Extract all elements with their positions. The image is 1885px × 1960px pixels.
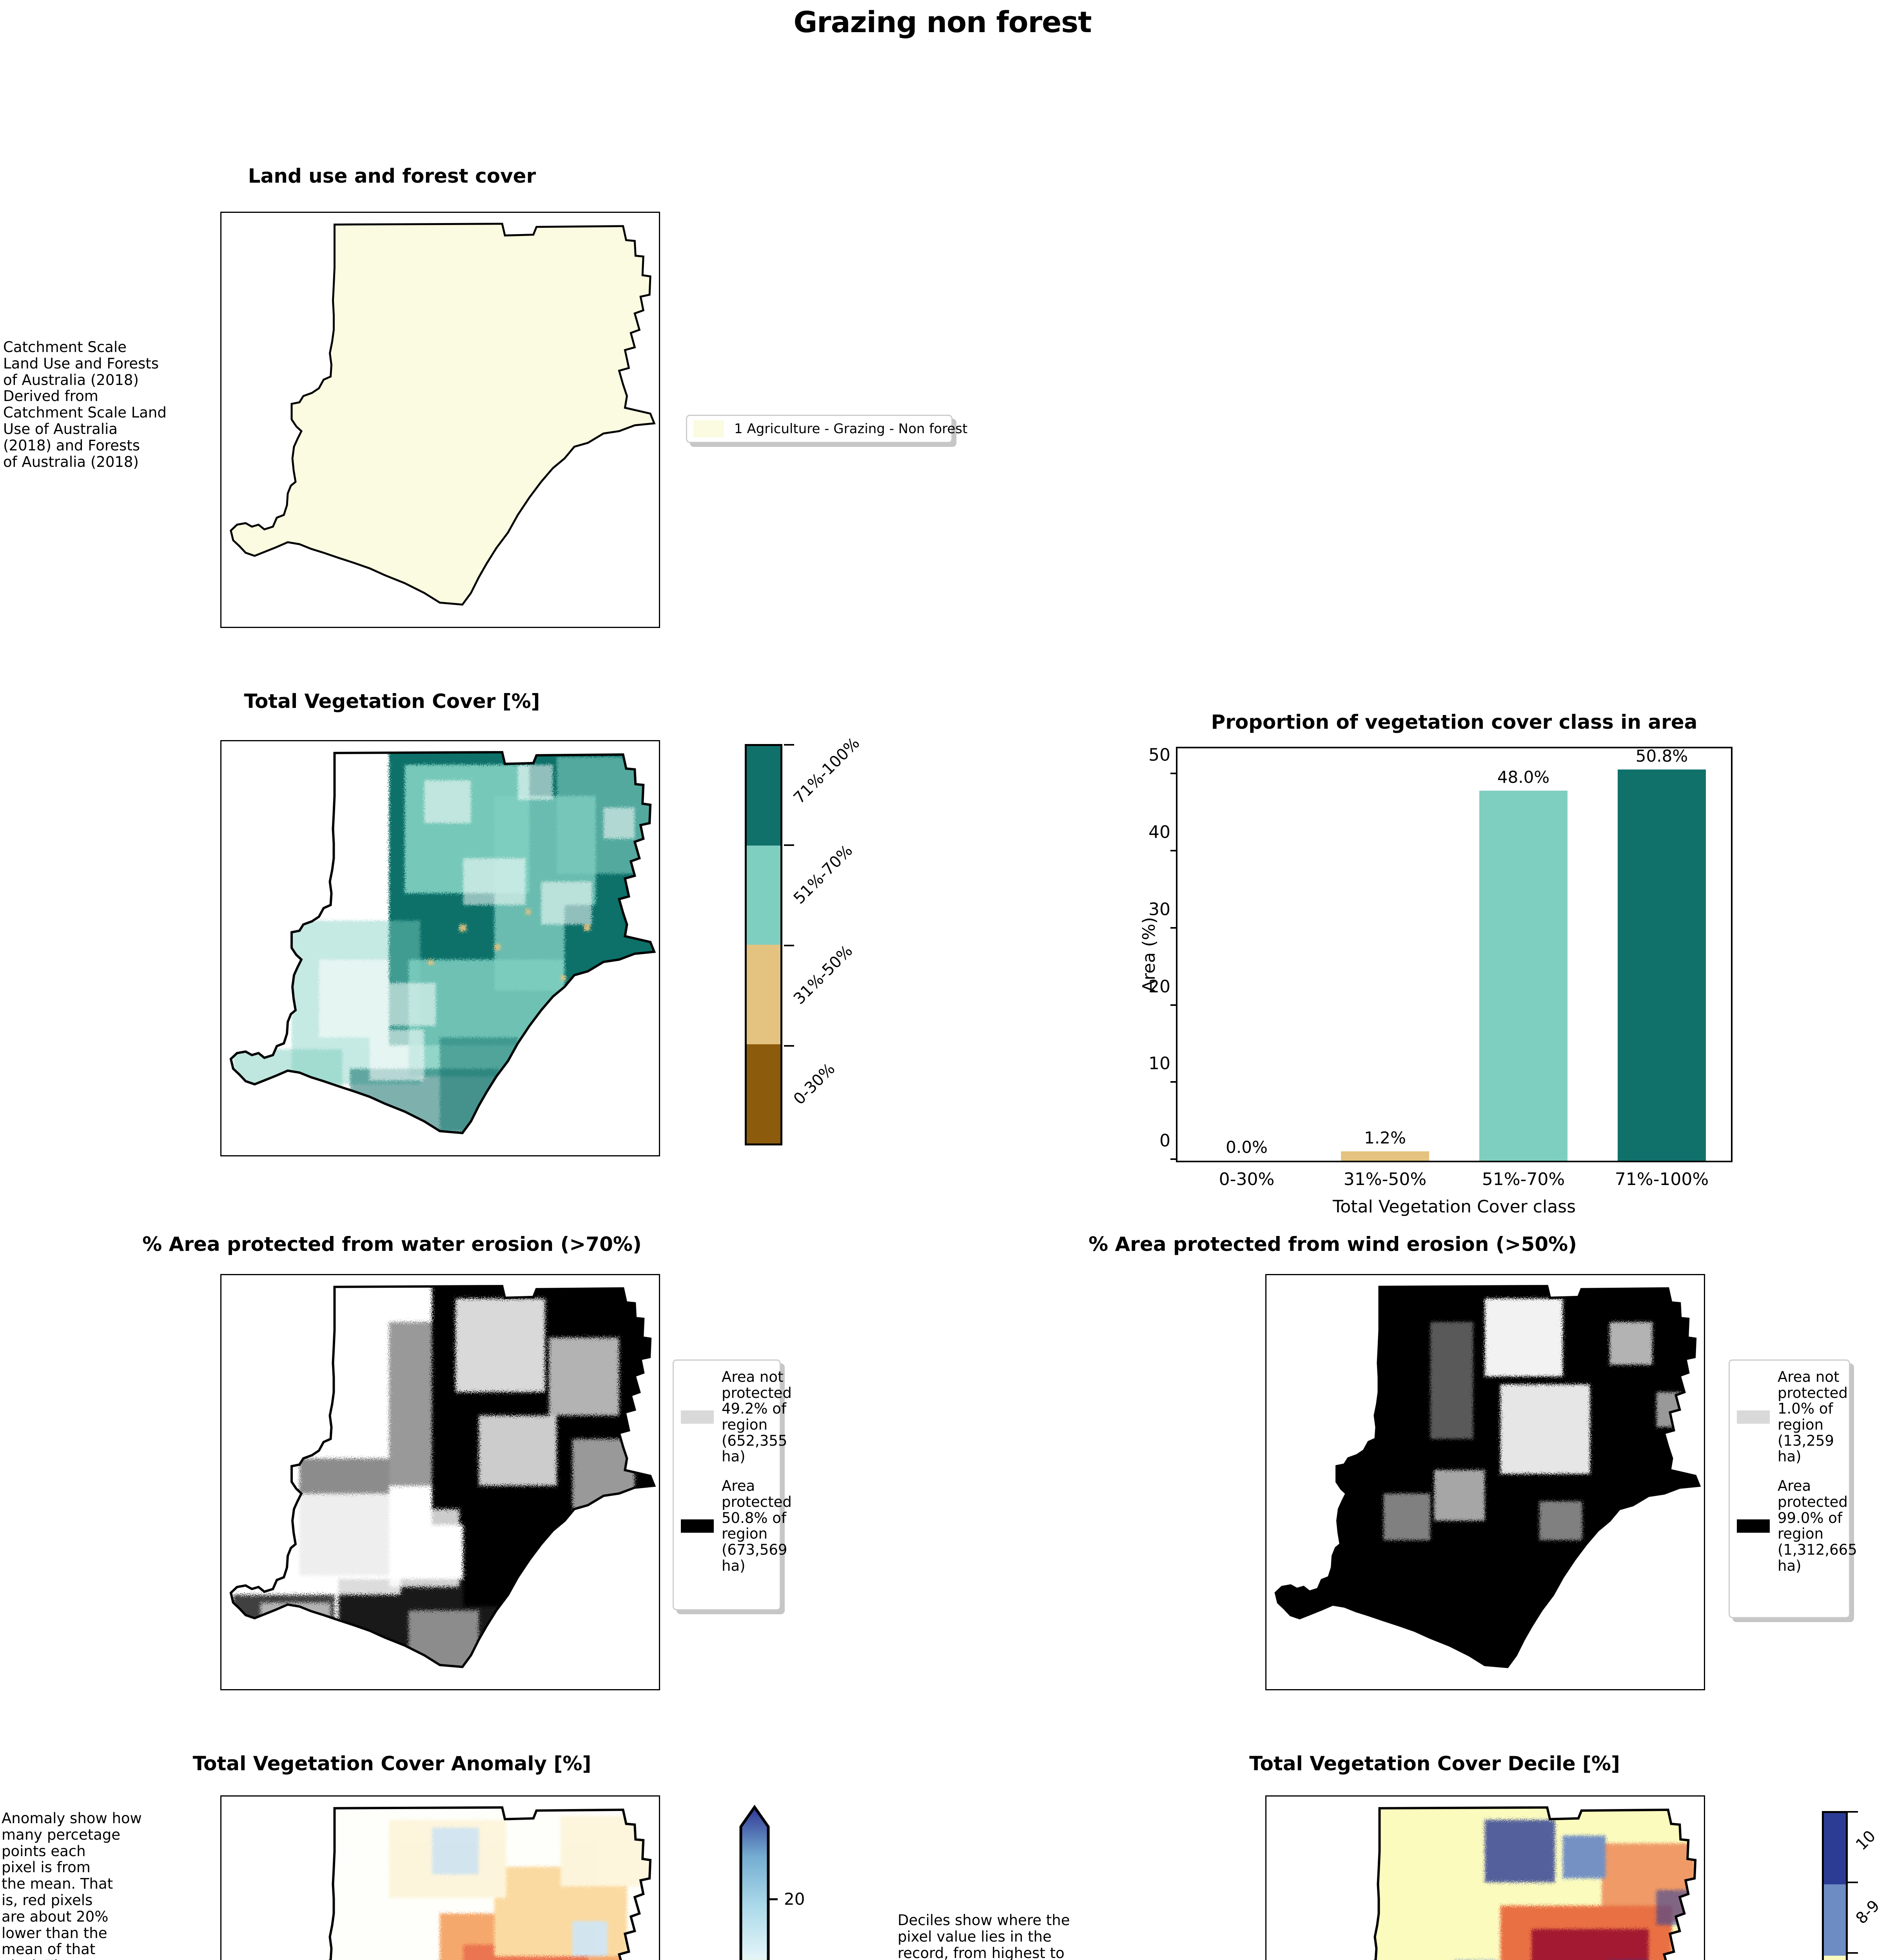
panel-title-decile: Total Vegetation Cover Decile [%] (1249, 1752, 1620, 1775)
bar-value-31-50: 1.2% (1364, 1128, 1406, 1148)
panel-title-wind-erosion: % Area protected from wind erosion (>50%… (1088, 1233, 1577, 1256)
chart-title: Proportion of vegetation cover class in … (1211, 711, 1698, 733)
legend-item-protected-wind: Area protected 99.0% of region (1,312,66… (1737, 1478, 1857, 1574)
map-water-erosion[interactable] (220, 1274, 660, 1690)
cbar-decile-tick-1 (1848, 1882, 1858, 1883)
panel-title-vegcover: Total Vegetation Cover [%] (244, 690, 540, 713)
wind-erosion-legend: Area not protected 1.0% of region (13,25… (1729, 1359, 1857, 1618)
chart-ylabel: Area (%) (1139, 917, 1159, 992)
cbar-seg-31-50 (747, 945, 780, 1044)
chart-ytick-30: 30 (1148, 899, 1170, 920)
bar-value-0-30: 0.0% (1226, 1138, 1268, 1157)
water-erosion-legend: Area not protected 49.2% of region (652,… (673, 1359, 792, 1610)
chart-ytick-40: 40 (1148, 822, 1170, 842)
landuse-legend: 1 Agriculture - Grazing - Non forest (686, 415, 967, 443)
map-anomaly[interactable] (220, 1795, 660, 1960)
panel-title-landuse: Land use and forest cover (248, 165, 536, 187)
colorbar-decile (1822, 1811, 1848, 1960)
legend-swatch-not-protected-water (681, 1410, 714, 1424)
chart-xtick-31-50: 31%-50% (1343, 1169, 1427, 1189)
water-erosion-map-svg (229, 1285, 656, 1668)
cbar-tick-3 (784, 1045, 794, 1047)
map-landuse[interactable] (220, 212, 660, 628)
cbar-decile-tick-top (1848, 1811, 1858, 1813)
bar-value-51-70: 48.0% (1497, 768, 1550, 787)
chart-bars: 0.0% 1.2% 48.0% 50.8% (1177, 746, 1731, 1161)
chart-xlabel: Total Vegetation Cover class (1332, 1197, 1576, 1217)
chart-ytick-10: 10 (1148, 1053, 1170, 1074)
bar-col-71-100: 50.8% (1617, 746, 1706, 1161)
bar-value-71-100: 50.8% (1635, 746, 1688, 766)
bar-51-70[interactable]: 48.0% (1479, 768, 1568, 1161)
chart-ytick-50: 50 (1148, 745, 1170, 765)
legend-label-protected-water: Area protected 50.8% of region (673,569 … (722, 1477, 792, 1574)
chart-ytickmark-10 (1170, 1081, 1177, 1083)
legend-swatch-protected-wind (1737, 1519, 1770, 1533)
chart-ytickmark-20 (1170, 1004, 1177, 1006)
chart-xtick-51-70: 51%-70% (1482, 1169, 1565, 1189)
bar-col-51-70: 48.0% (1479, 748, 1568, 1161)
legend-item-agriculture-grazing: 1 Agriculture - Grazing - Non forest (693, 420, 967, 437)
chart-xtick-0-30: 0-30% (1219, 1169, 1275, 1189)
legend-swatch-protected-water (681, 1519, 714, 1533)
vegcover-map-svg (229, 751, 656, 1134)
anomaly-side-note: Anomaly show how many percetage points e… (2, 1810, 142, 1960)
decile-map-svg (1275, 1806, 1700, 1960)
cbar-seg-0-30 (747, 1044, 780, 1143)
bar-71-100[interactable]: 50.8% (1617, 746, 1706, 1161)
legend-label-protected-wind: Area protected 99.0% of region (1,312,66… (1778, 1477, 1857, 1574)
chart-ytick-0: 0 (1159, 1131, 1170, 1151)
colorbar-vegcover (745, 744, 782, 1145)
cbar-seg-71-100 (747, 746, 780, 846)
wind-erosion-map-svg (1274, 1285, 1701, 1668)
colorbar-anomaly (737, 1803, 788, 1960)
cbar-label-31-50: 31%-50% (790, 942, 856, 1008)
cbar-seg-51-70 (747, 845, 780, 945)
cbar-seg-decile-10 (1824, 1813, 1846, 1884)
map-decile[interactable] (1265, 1795, 1705, 1960)
map-vegcover[interactable] (220, 740, 660, 1156)
landuse-map-svg (230, 223, 656, 606)
map-wind-erosion[interactable] (1265, 1274, 1705, 1690)
page-title: Grazing non forest (793, 5, 1092, 39)
legend-item-not-protected-wind: Area not protected 1.0% of region (13,25… (1737, 1369, 1848, 1465)
legend-swatch-agriculture (693, 420, 724, 437)
bar-col-31-50: 1.2% (1341, 748, 1430, 1161)
panel-title-anomaly: Total Vegetation Cover Anomaly [%] (192, 1752, 591, 1775)
cbar-tick-top (784, 744, 794, 746)
landuse-side-note: Catchment Scale Land Use and Forests of … (3, 339, 167, 470)
cbar-seg-decile-4-7 (1824, 1955, 1846, 1960)
cbar-label-71-100: 71%-100% (790, 734, 864, 808)
legend-label-not-protected-wind: Area not protected 1.0% of region (13,25… (1778, 1368, 1848, 1465)
chart-ytickmark-50 (1170, 773, 1177, 775)
chart-ytickmark-40 (1170, 850, 1177, 852)
bar-col-0-30: 0.0% (1203, 748, 1291, 1161)
anomaly-map-svg (230, 1806, 655, 1960)
decile-side-note: Deciles show where the pixel value lies … (898, 1912, 1070, 1960)
cbar-decile-label-10: 10 (1852, 1827, 1880, 1854)
cbar-seg-decile-8-9 (1824, 1884, 1846, 1956)
chart-vegcover-proportion: Proportion of vegetation cover class in … (1139, 711, 1733, 1217)
bar-31-50[interactable]: 1.2% (1341, 1128, 1430, 1161)
cbar-tick-1 (784, 844, 794, 846)
chart-ytickmark-30 (1170, 927, 1177, 929)
chart-xtick-71-100: 71%-100% (1615, 1169, 1709, 1189)
cbar-anomaly-label-20: 20 (784, 1889, 805, 1909)
colorbar-anomaly-svg (739, 1804, 778, 1960)
legend-item-protected-water: Area protected 50.8% of region (673,569 … (681, 1478, 792, 1574)
cbar-label-51-70: 51%-70% (790, 841, 856, 908)
chart-ytickmark-0 (1170, 1158, 1177, 1160)
legend-item-not-protected-water: Area not protected 49.2% of region (652,… (681, 1369, 792, 1465)
chart-plot-area: 0 10 20 30 40 50 0.0% 1.2% (1139, 745, 1733, 1217)
chart-ytick-20: 20 (1148, 976, 1170, 997)
legend-swatch-not-protected-wind (1737, 1410, 1770, 1424)
cbar-tick-2 (784, 945, 794, 946)
cbar-decile-label-8-9: 8-9 (1852, 1896, 1883, 1928)
panel-title-water-erosion: % Area protected from water erosion (>70… (142, 1233, 642, 1256)
legend-label-not-protected-water: Area not protected 49.2% of region (652,… (722, 1368, 792, 1465)
cbar-label-0-30: 0-30% (790, 1060, 839, 1109)
cbar-decile-tick-2 (1848, 1952, 1858, 1954)
legend-label-agriculture: 1 Agriculture - Grazing - Non forest (734, 421, 968, 437)
